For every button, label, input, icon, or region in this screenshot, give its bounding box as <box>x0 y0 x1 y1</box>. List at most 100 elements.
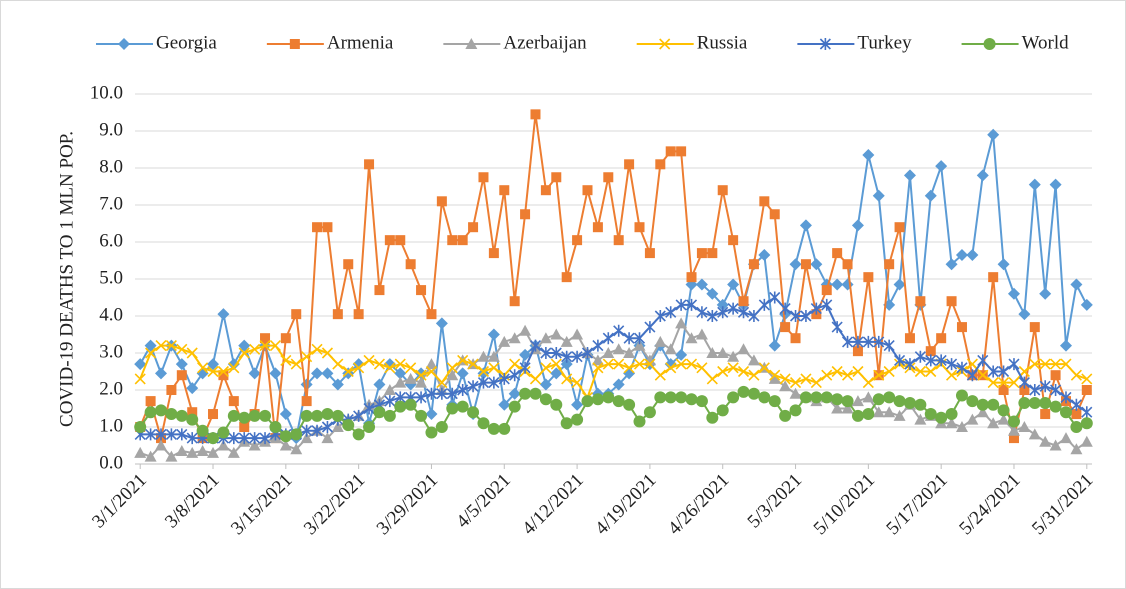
marker <box>935 160 948 173</box>
marker <box>540 347 552 359</box>
marker <box>364 159 375 170</box>
marker <box>633 358 646 370</box>
marker <box>175 409 188 422</box>
marker <box>207 358 220 371</box>
marker <box>893 409 906 421</box>
marker <box>332 358 344 370</box>
marker <box>260 333 271 344</box>
marker <box>1028 178 1041 191</box>
marker <box>966 413 979 425</box>
marker <box>279 430 292 443</box>
marker <box>987 398 1000 411</box>
marker <box>1049 439 1062 451</box>
marker <box>799 391 812 404</box>
marker <box>727 391 740 404</box>
marker <box>821 285 832 296</box>
marker <box>551 172 562 183</box>
marker <box>675 348 688 361</box>
marker <box>539 393 552 406</box>
marker <box>633 415 646 428</box>
marker <box>519 348 532 361</box>
marker <box>842 259 853 270</box>
marker <box>207 432 220 445</box>
marker <box>176 428 188 441</box>
marker <box>259 409 272 422</box>
marker <box>238 411 251 424</box>
marker <box>218 370 229 381</box>
marker <box>1039 358 1051 370</box>
marker <box>208 409 219 420</box>
marker <box>311 343 323 355</box>
marker <box>624 159 635 170</box>
marker <box>592 362 604 374</box>
marker <box>821 298 833 311</box>
marker <box>935 354 947 367</box>
marker <box>300 409 313 422</box>
marker <box>925 354 937 367</box>
marker <box>737 365 750 378</box>
marker <box>925 346 936 357</box>
marker <box>374 285 385 296</box>
marker <box>945 258 958 271</box>
marker <box>706 287 719 300</box>
marker <box>290 358 302 370</box>
marker <box>1070 278 1083 291</box>
marker <box>1018 308 1031 321</box>
marker <box>331 409 344 422</box>
marker <box>1070 369 1082 381</box>
marker <box>343 259 354 270</box>
marker <box>1007 424 1020 436</box>
marker <box>623 362 635 374</box>
marker <box>155 404 168 417</box>
marker <box>695 395 708 408</box>
marker <box>1049 400 1062 413</box>
marker <box>862 391 875 403</box>
marker <box>363 402 375 415</box>
marker <box>477 365 490 378</box>
marker <box>696 362 708 374</box>
marker <box>988 272 999 283</box>
marker <box>488 362 500 374</box>
marker <box>415 369 427 381</box>
marker <box>394 400 407 413</box>
marker <box>373 378 386 391</box>
marker <box>186 446 199 458</box>
marker <box>800 310 812 322</box>
marker <box>550 328 563 340</box>
marker <box>550 367 563 380</box>
marker <box>769 291 781 304</box>
marker <box>529 339 542 352</box>
marker <box>1018 396 1031 409</box>
marker <box>768 372 781 384</box>
marker <box>707 248 718 259</box>
marker <box>997 413 1010 425</box>
marker <box>311 367 324 380</box>
y-tick-label: 6.0 <box>99 230 123 251</box>
marker <box>1070 421 1083 433</box>
marker <box>654 391 667 404</box>
marker <box>1080 298 1093 311</box>
marker <box>987 128 1000 141</box>
marker <box>498 335 511 347</box>
marker <box>602 358 614 370</box>
legend: Georgia Armenia Azerbaijan Russia Turkey Worl… <box>96 32 1069 53</box>
marker <box>509 358 521 370</box>
marker <box>1007 287 1020 300</box>
marker <box>914 398 927 411</box>
marker <box>1060 391 1072 404</box>
marker <box>779 373 791 385</box>
marker <box>769 369 781 381</box>
marker <box>145 396 156 407</box>
marker <box>207 446 220 458</box>
y-tick-label: 7.0 <box>99 193 123 214</box>
marker <box>311 424 323 437</box>
marker <box>841 402 854 414</box>
marker <box>894 222 905 233</box>
marker <box>612 395 625 408</box>
y-tick-label: 5.0 <box>99 267 123 288</box>
marker <box>405 259 416 270</box>
marker <box>498 398 511 411</box>
marker <box>758 362 770 374</box>
marker <box>654 310 666 322</box>
